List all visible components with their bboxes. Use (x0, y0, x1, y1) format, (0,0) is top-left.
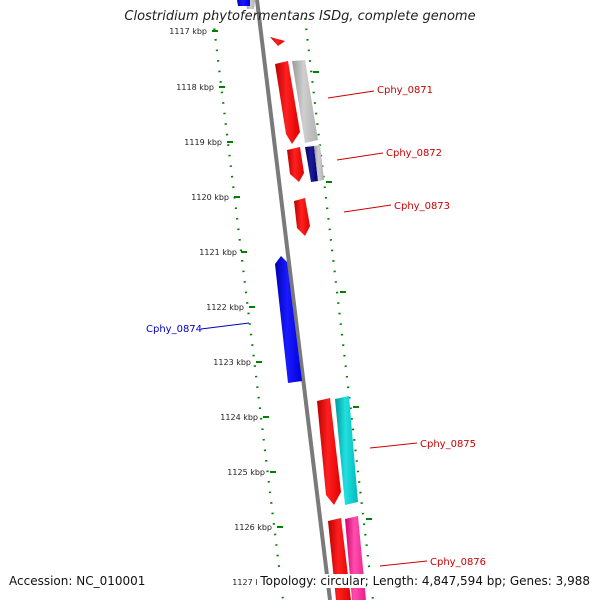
gene-label-cphy-0876: Cphy_0876 (430, 557, 486, 568)
genome-summary: Topology: circular; Length: 4,847,594 bp… (257, 574, 590, 588)
tick-label: 1119 kbp (184, 138, 222, 147)
inner-scale-ring (211, 17, 285, 600)
tick-label: 1120 kbp (191, 193, 229, 202)
tick-label: 1127 kbp (232, 578, 270, 587)
gene-cphy-0871-arrow (275, 61, 300, 144)
gene-0875-companion-cyan (335, 396, 358, 505)
gene-label-cphy-0873: Cphy_0873 (394, 201, 450, 212)
tick-label: 1122 kbp (206, 303, 244, 312)
partial-feature-blue (237, 0, 250, 6)
gene-label-cphy-0871: Cphy_0871 (377, 85, 433, 96)
gene-0871-companion-grey (292, 60, 318, 143)
tick-label: 1124 kbp (220, 413, 258, 422)
gene-cphy-0872-arrow (287, 147, 304, 182)
tick-label: 1123 kbp (213, 358, 251, 367)
tick-label: 1126 kbp (234, 523, 272, 532)
gene-cphy-0875-arrow (317, 398, 341, 505)
accession-label: Accession: NC_010001 (9, 574, 146, 588)
scale-tick-labels: 1117 kbp 1118 kbp 1119 kbp 1120 kbp 1121… (169, 27, 272, 587)
tick-label: 1125 kbp (227, 468, 265, 477)
tick-label: 1118 kbp (176, 83, 214, 92)
gene-label-leaders (200, 90, 428, 567)
map-title: Clostridium phytofermentans ISDg, comple… (124, 9, 476, 24)
outer-scale-ring (303, 17, 375, 600)
gene-cphy-0873-arrow (294, 198, 310, 236)
gene-cphy-0874-arrow (275, 256, 302, 383)
scale-tick-marks (212, 30, 372, 528)
small-feature-red (270, 37, 285, 46)
gene-label-cphy-0874: Cphy_0874 (146, 324, 202, 335)
tick-label: 1117 kbp (169, 27, 207, 36)
tick-label: 1121 kbp (199, 248, 237, 257)
gene-label-cphy-0875: Cphy_0875 (420, 439, 476, 450)
gene-label-cphy-0872: Cphy_0872 (386, 148, 442, 159)
gene-labels: Cphy_0871 Cphy_0872 Cphy_0873 Cphy_0874 … (146, 85, 486, 568)
genome-backbone (255, 0, 332, 600)
gene-0872-companion-grey (314, 145, 324, 181)
gene-0872-companion-navy (305, 146, 318, 182)
